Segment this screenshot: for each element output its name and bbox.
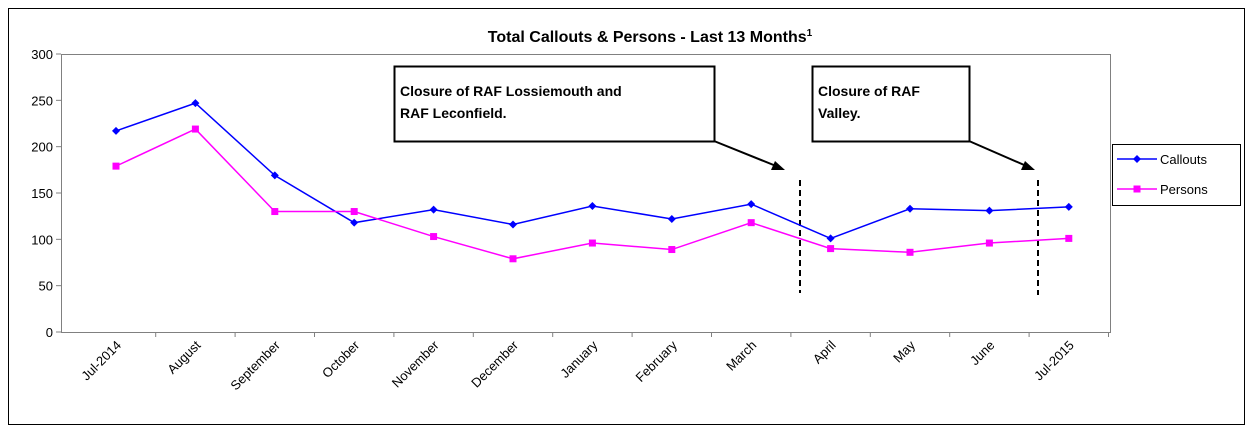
point [906,248,914,256]
point [430,233,438,241]
point [112,162,120,170]
annotation-text: Valley. [818,105,861,121]
annotation-text: Closure of RAF Lossiemouth and [400,83,622,99]
point [350,218,359,227]
point [588,239,596,247]
point [588,201,597,210]
arrow-head [771,161,785,170]
legend-marker [1133,185,1141,193]
annotation: Closure of RAF Valley. [811,65,1039,295]
annotation-text: Closure of RAF [818,83,920,99]
annotation-box [811,65,971,143]
point [509,220,517,229]
point [112,126,120,135]
point [429,205,438,214]
point [668,246,676,254]
point [667,214,676,223]
plot-area [61,54,1111,333]
annotation-text: RAF Leconfield. [400,105,507,121]
point [826,234,835,243]
y-tick-label: 200 [31,140,53,155]
point [270,171,279,180]
y-tick-label: 100 [31,232,53,247]
legend [1112,144,1241,206]
point [747,219,755,227]
annotation-arrow [968,140,1032,169]
point [191,125,199,133]
legend-label: Callouts [1160,152,1207,167]
point [1065,234,1073,242]
y-tick-label: 300 [31,47,53,62]
point [985,239,993,247]
annotation-arrow [713,140,782,169]
y-tick-label: 250 [31,93,53,108]
point [271,208,279,216]
y-tick-label: 150 [31,186,53,201]
point [906,204,914,213]
point [985,206,994,215]
point [191,99,200,108]
annotation-box [393,65,716,143]
legend-label: Persons [1160,182,1208,197]
y-tick-label: 0 [46,325,53,340]
point [509,255,517,263]
point [1064,202,1073,211]
annotation: Closure of RAF Lossiemouth and RAF Leconf… [393,65,801,293]
y-tick-label: 50 [39,279,53,294]
arrow-head [1021,161,1035,170]
legend-marker [1133,155,1141,163]
point [350,208,358,216]
chart-title: Total Callouts & Persons - Last 13 Month… [488,28,813,46]
point [747,200,756,209]
point [827,245,835,253]
